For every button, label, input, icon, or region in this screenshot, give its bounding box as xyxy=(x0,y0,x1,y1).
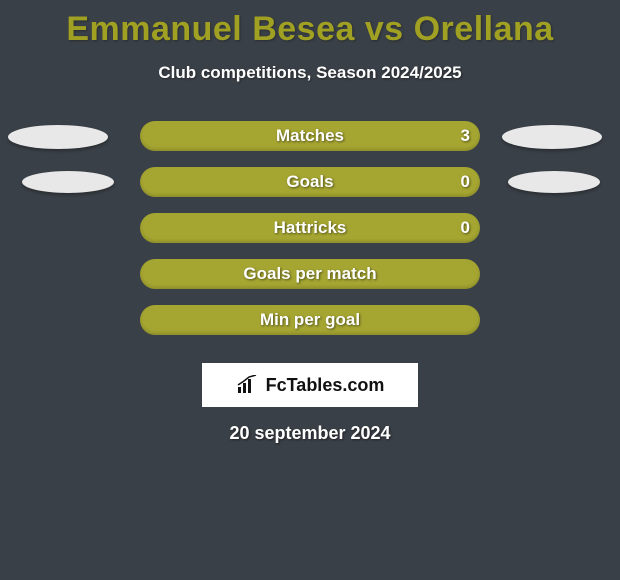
chart-icon xyxy=(236,375,260,395)
page-title: Emmanuel Besea vs Orellana xyxy=(0,0,620,49)
stat-label: Min per goal xyxy=(140,305,480,335)
stat-value-right: 0 xyxy=(461,167,470,197)
stat-row: Goals per match xyxy=(0,259,620,305)
stat-label: Goals xyxy=(140,167,480,197)
brand-text: FcTables.com xyxy=(266,375,385,396)
stat-row: Hattricks 0 xyxy=(0,213,620,259)
left-ellipse-icon xyxy=(22,171,114,193)
stats-container: Matches 3 Goals 0 Hattricks 0 Goals per … xyxy=(0,121,620,351)
right-ellipse-icon xyxy=(508,171,600,193)
stat-row: Goals 0 xyxy=(0,167,620,213)
stat-row: Matches 3 xyxy=(0,121,620,167)
stat-label: Goals per match xyxy=(140,259,480,289)
subtitle: Club competitions, Season 2024/2025 xyxy=(0,63,620,83)
stat-label: Matches xyxy=(140,121,480,151)
stat-value-right: 0 xyxy=(461,213,470,243)
date-text: 20 september 2024 xyxy=(0,423,620,444)
left-ellipse-icon xyxy=(8,125,108,149)
stat-row: Min per goal xyxy=(0,305,620,351)
stat-label: Hattricks xyxy=(140,213,480,243)
brand-logo: FcTables.com xyxy=(202,363,418,407)
right-ellipse-icon xyxy=(502,125,602,149)
stat-value-right: 3 xyxy=(461,121,470,151)
